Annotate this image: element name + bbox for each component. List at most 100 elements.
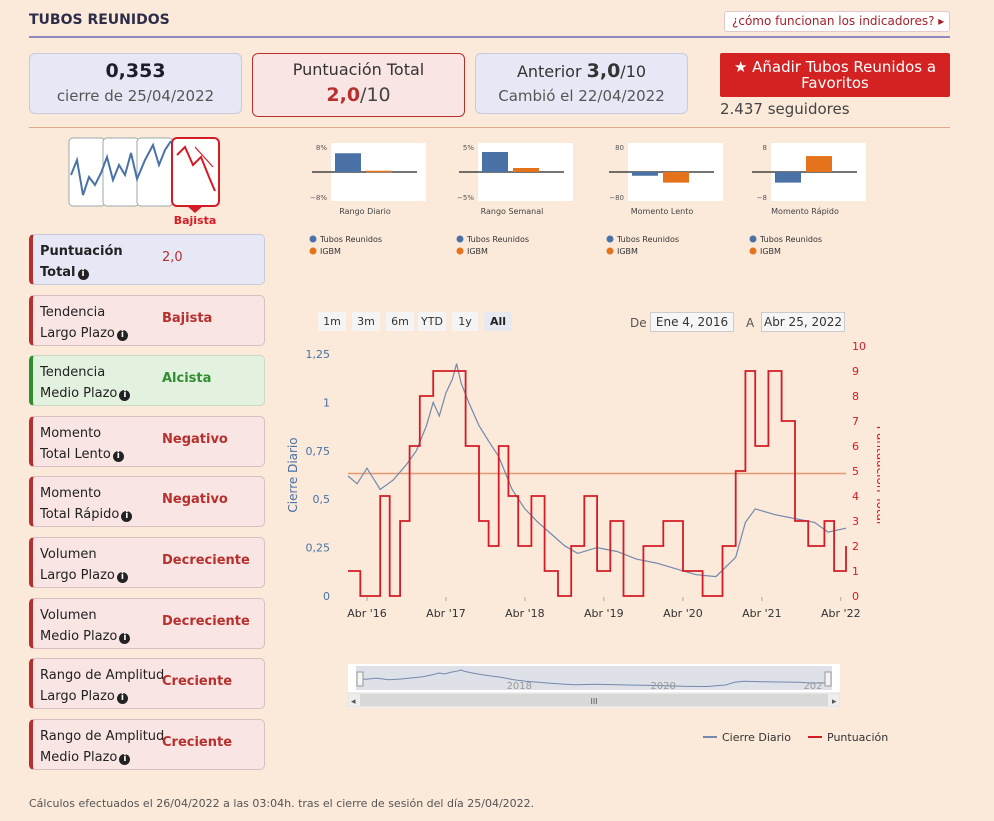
x-tick-label: Abr '22 [821, 607, 861, 620]
x-tick-label: Abr '19 [584, 607, 624, 620]
x-tick-label: Abr '16 [347, 607, 387, 620]
navigator-label: 202 [803, 681, 822, 692]
chart-navigator[interactable]: 2018 2020 202 ◂ ▸ III [348, 664, 840, 708]
indicator-value: Negativo [162, 431, 228, 447]
range-button-1m[interactable]: 1m [318, 312, 346, 331]
scroll-grip-icon[interactable]: III [590, 697, 597, 706]
indicator-label: Momento Total Rápido i [40, 483, 133, 525]
indicator-label-line1: Volumen [40, 607, 97, 623]
mini-tick-label: −5% [457, 194, 474, 202]
indicator-card[interactable]: Tendencia Medio Plazo i Alcista [29, 355, 265, 407]
indicator-label: Volumen Medio Plazo i [40, 605, 131, 647]
indicator-value: Negativo [162, 492, 228, 508]
indicator-value: 2,0 [162, 250, 183, 265]
indicator-card[interactable]: Momento Total Rápido i Negativo [29, 476, 265, 528]
total-score-suffix: /10 [360, 84, 391, 106]
followers-count: 2.437 seguidores [720, 100, 850, 118]
indicator-value: Creciente [162, 734, 233, 750]
previous-score-caption: Cambió el 22/04/2022 [498, 87, 665, 105]
info-icon[interactable]: i [116, 329, 128, 341]
navigator-scroll-thumb[interactable] [360, 694, 828, 706]
indicator-label-line2: Total Lento [40, 446, 111, 462]
indicator-label: Tendencia Largo Plazo i [40, 302, 128, 344]
trend-bajista-icon: Bajista [68, 137, 220, 227]
mini-chart: 8 −8 Momento Rápido Tubos Reunidos IGBM [749, 143, 866, 256]
indicator-card[interactable]: Volumen Medio Plazo i Decreciente [29, 597, 265, 649]
indicator-label-line2: Largo Plazo [40, 568, 115, 583]
info-icon[interactable]: i [116, 693, 128, 705]
indicator-card[interactable]: Volumen Largo Plazo i Decreciente [29, 537, 265, 588]
y-tick-label: 1,25 [306, 348, 331, 361]
indicator-label: Puntuación Total i [40, 241, 123, 283]
scroll-left-arrow-icon[interactable]: ◂ [351, 697, 356, 707]
mini-tick-label: −80 [609, 194, 624, 202]
navigator-right-handle[interactable] [824, 671, 832, 687]
info-icon[interactable]: i [119, 632, 131, 644]
mini-chart: 80 −80 Momento Lento Tubos Reunidos IGBM [606, 143, 723, 256]
trend-icon-label: Bajista [174, 214, 217, 227]
date-to-input[interactable]: Abr 25, 2022 [761, 312, 845, 332]
indicator-label-line1: Volumen [40, 547, 97, 562]
mini-bar [335, 153, 361, 172]
previous-score-value: 3,0 [586, 60, 621, 82]
indicator-label-line2: Total [40, 265, 76, 280]
mini-bar [366, 170, 392, 173]
indicator-card[interactable]: Rango de Amplitud Medio Plazo i Creciente [29, 718, 265, 770]
total-score-value: 2,0 [326, 84, 361, 106]
mini-legend-label: IGBM [760, 247, 781, 256]
x-tick-label: Abr '20 [663, 607, 703, 620]
mini-legend-marker [749, 235, 757, 243]
info-icon[interactable]: i [112, 450, 124, 462]
section-divider [29, 127, 950, 128]
info-icon[interactable]: i [119, 390, 131, 402]
page-title: TUBOS REUNIDOS [29, 12, 170, 28]
mini-bar [632, 172, 658, 176]
y2-tick-label: 2 [852, 540, 859, 553]
indicator-label-line1: Rango de Amplitud [40, 728, 165, 744]
info-icon[interactable]: i [116, 572, 128, 583]
indicator-card[interactable]: Tendencia Largo Plazo i Bajista [29, 294, 265, 346]
indicator-label: Momento Total Lento i [40, 423, 124, 465]
y2-tick-label: 10 [852, 340, 866, 353]
info-icon[interactable]: i [77, 269, 89, 280]
mini-legend-label: Tubos Reunidos [319, 235, 382, 244]
range-button-ytd[interactable]: YTD [418, 312, 446, 331]
mini-tick-label: 80 [615, 144, 624, 152]
mini-tick-label: 5% [463, 144, 474, 152]
close-price-caption: cierre de 25/04/2022 [56, 87, 215, 105]
mini-tick-label: −8 [757, 194, 767, 202]
total-score-card: Puntuación Total 2,0/10 [252, 53, 465, 117]
info-icon[interactable]: i [121, 511, 133, 523]
close-price-card: 0,353 cierre de 25/04/2022 [29, 53, 242, 114]
y2-tick-label: 0 [852, 590, 859, 603]
range-button-1y[interactable]: 1y [452, 312, 478, 331]
mini-legend-label: IGBM [467, 247, 488, 256]
add-favorites-button[interactable]: ★ Añadir Tubos Reunidos a Favoritos [720, 53, 950, 97]
range-button-3m[interactable]: 3m [352, 312, 380, 331]
range-button-6m[interactable]: 6m [386, 312, 414, 331]
x-tick-label: Abr '21 [742, 607, 782, 620]
navigator-label: 2020 [650, 681, 675, 692]
mini-chart-title: Rango Semanal [481, 207, 544, 216]
y-tick-label: 1 [323, 396, 330, 409]
mini-legend-marker [456, 247, 464, 255]
info-icon[interactable]: i [119, 753, 131, 765]
indicator-card[interactable]: Momento Total Lento i Negativo [29, 415, 265, 467]
y-tick-label: 0,5 [313, 493, 331, 506]
mini-bar [482, 152, 508, 172]
y2-tick-label: 4 [852, 490, 859, 503]
legend-score-label: Puntuación [827, 731, 888, 744]
indicator-label-line2: Largo Plazo [40, 689, 115, 705]
indicator-label: Rango de Amplitud Medio Plazo i [40, 726, 164, 768]
date-from-input[interactable]: Ene 4, 2016 [650, 312, 734, 332]
mini-bar [806, 156, 832, 172]
indicator-card[interactable]: Rango de Amplitud Largo Plazo i Creciente [29, 658, 265, 710]
navigator-left-handle[interactable] [356, 671, 364, 687]
help-link-button[interactable]: ¿cómo funcionan los indicadores? ▸ [724, 11, 950, 32]
scroll-right-arrow-icon[interactable]: ▸ [832, 697, 837, 707]
indicator-card[interactable]: Puntuación Total i 2,0 [29, 234, 265, 285]
indicator-label-line1: Momento [40, 425, 102, 441]
range-button-all[interactable]: All [484, 312, 512, 331]
mini-legend-label: Tubos Reunidos [466, 235, 529, 244]
y2-tick-label: 1 [852, 565, 859, 578]
